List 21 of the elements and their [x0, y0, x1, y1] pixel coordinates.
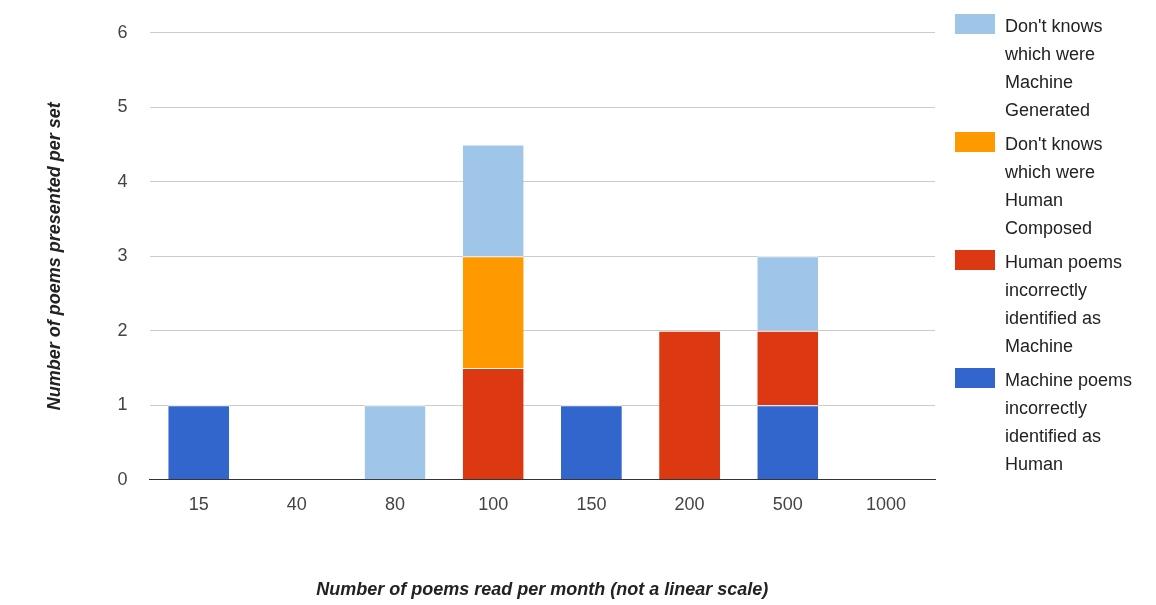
- x-tick-label: 500: [772, 493, 803, 514]
- y-tick-label: 3: [117, 245, 128, 266]
- y-axis-title: Number of poems presented per set: [43, 101, 64, 411]
- x-tick-label: 40: [286, 493, 307, 514]
- x-tick-label: 80: [385, 493, 406, 514]
- x-tick-label: 1000: [865, 493, 906, 514]
- legend-label: Human poems incorrectly identified as Machine: [1005, 251, 1124, 358]
- x-tick-label: 15: [188, 493, 209, 514]
- x-tick-label: 100: [478, 493, 509, 514]
- y-tick-label: 1: [117, 394, 128, 415]
- y-tick-label: 6: [117, 21, 128, 42]
- y-tick-label: 2: [117, 319, 128, 340]
- y-tick-label: 0: [117, 468, 128, 489]
- y-tick-label: 5: [117, 96, 128, 117]
- x-axis-title: Number of poems read per month (not a linear scale): [316, 579, 769, 600]
- x-tick-label: 150: [576, 493, 607, 514]
- y-tick-label: 4: [117, 170, 128, 191]
- legend-label: Machine poems incorrectly identified as Human: [1005, 369, 1134, 476]
- legend-label: Don't knows which were Human Composed: [1005, 133, 1104, 240]
- legend-label: Don't knows which were Machine Generated: [1005, 15, 1104, 122]
- x-tick-label: 200: [674, 493, 705, 514]
